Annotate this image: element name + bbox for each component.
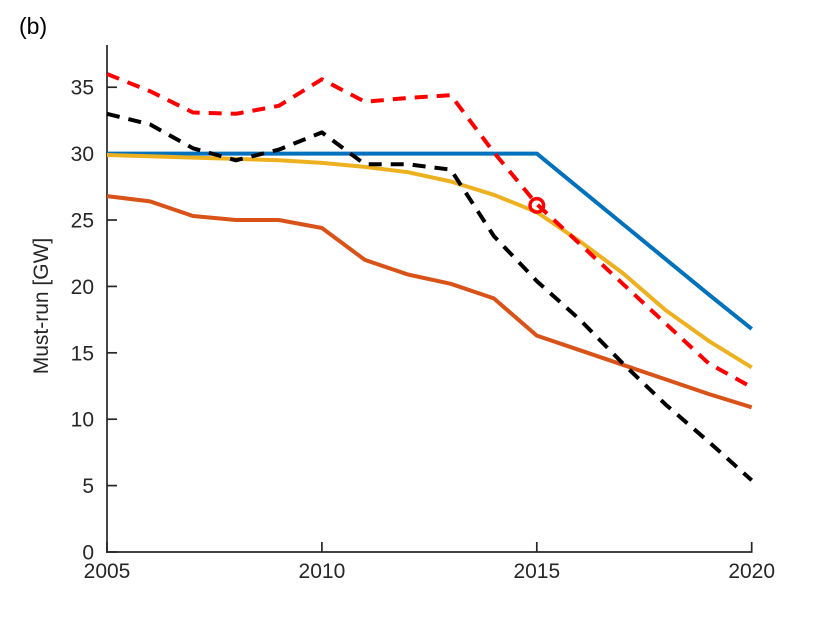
y-tick-label: 30 [71,143,94,166]
x-tick-label: 2020 [728,560,775,583]
highlight-circle-marker [528,196,546,214]
x-tick-label: 2005 [84,560,131,583]
series-orange-solid [106,194,753,410]
series-yellow-solid [106,153,753,370]
y-tick-label: 5 [82,475,94,498]
y-tick-label: 10 [71,409,94,432]
y-tick-label: 20 [71,276,94,299]
y-tick-label: 25 [71,210,94,233]
y-tick-label: 15 [71,342,94,365]
y-tick-label: 0 [82,542,94,565]
series-red-dashed [106,72,753,390]
x-tick-label: 2015 [513,560,560,583]
x-tick-label: 2010 [299,560,346,583]
panel-label: (b) [19,13,48,39]
series-black-dashed [106,111,754,482]
y-tick-label: 35 [71,77,94,100]
